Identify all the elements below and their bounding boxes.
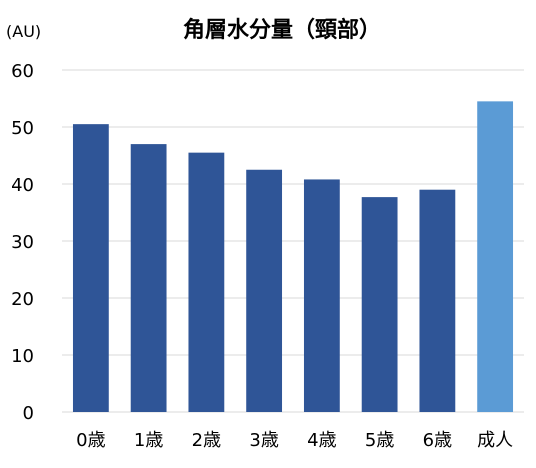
x-category-label: 1歳	[134, 430, 163, 451]
y-axis-ticks: 0 10 20 30 40 50 60	[11, 61, 34, 424]
y-tick-label: 50	[11, 118, 34, 139]
y-tick-label: 40	[11, 175, 34, 196]
y-tick-label: 10	[11, 346, 34, 367]
bar	[246, 169, 283, 412]
x-category-label: 6歳	[423, 430, 452, 451]
x-category-label: 5歳	[365, 430, 394, 451]
x-category-label: 3歳	[249, 430, 278, 451]
bar	[477, 101, 514, 412]
y-tick-label: 20	[11, 289, 34, 310]
x-category-label: 4歳	[307, 430, 336, 451]
bar	[361, 197, 398, 412]
bars	[72, 101, 514, 413]
y-tick-label: 60	[11, 61, 34, 82]
bar	[419, 189, 456, 412]
y-axis-unit-label: (AU)	[6, 22, 41, 41]
y-tick-label: 30	[11, 232, 34, 253]
bar	[72, 124, 109, 413]
x-category-label: 2歳	[192, 430, 221, 451]
bar	[188, 152, 225, 412]
x-axis-categories: 0歳 1歳 2歳 3歳 4歳 5歳 6歳 成人	[76, 430, 513, 451]
chart-title: 角層水分量（頸部）	[183, 17, 381, 43]
y-tick-label: 0	[23, 403, 34, 424]
x-category-label: 0歳	[76, 430, 105, 451]
bar	[303, 179, 340, 412]
x-category-label: 成人	[477, 430, 513, 451]
bar	[130, 144, 167, 412]
